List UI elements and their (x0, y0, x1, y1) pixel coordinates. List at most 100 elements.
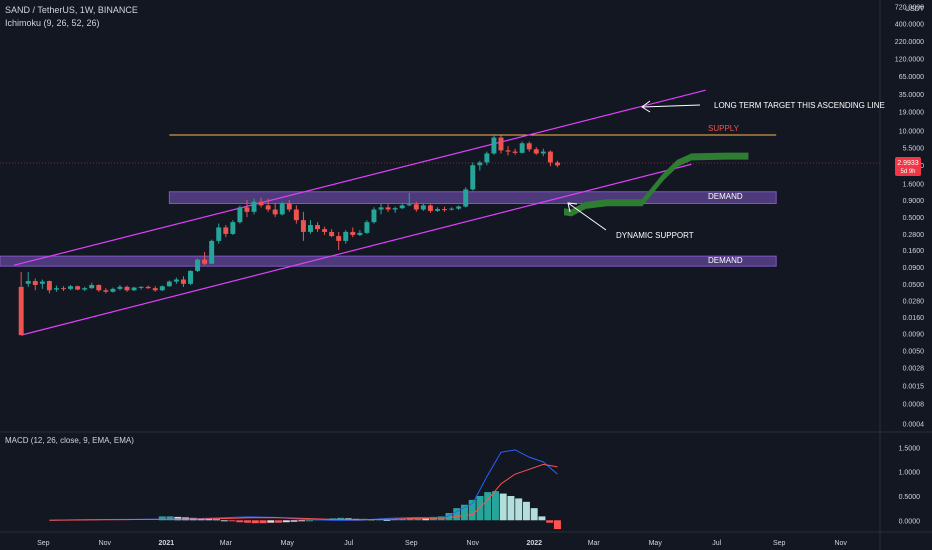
candle-body (68, 286, 74, 289)
target-arrow[interactable] (641, 100, 701, 113)
support-annotation[interactable]: DYNAMIC SUPPORT (616, 231, 694, 240)
time-tick: May (281, 540, 295, 547)
candle-body (166, 281, 172, 287)
candle-body (61, 288, 66, 290)
macd-histogram-bar (251, 520, 259, 524)
macd-histogram-bar (460, 504, 468, 521)
macd-histogram-bar (546, 520, 554, 523)
candle-body (251, 201, 257, 212)
candle-body (258, 201, 264, 206)
candle-body (371, 209, 377, 223)
candle-body (357, 232, 363, 235)
candle-body (152, 288, 158, 291)
candle-body (46, 281, 52, 291)
candle-body (53, 288, 59, 290)
candle-body (364, 222, 370, 233)
candle-body (378, 207, 384, 210)
candle-body (18, 286, 24, 336)
candle-body (477, 162, 483, 166)
candle-body (173, 279, 179, 282)
macd-histogram-bar (220, 520, 228, 522)
candle-body (435, 209, 440, 211)
candle-body (293, 209, 299, 221)
time-axis[interactable]: Sep Nov 2021 Mar May Jul Sep Nov 2022 Mar May Jul Se… (37, 540, 847, 547)
currency-label: USDT (905, 6, 925, 13)
price-tick: 120.0000 (895, 56, 924, 63)
candle-body (442, 209, 448, 211)
macd-legend[interactable]: MACD (12, 26, close, 9, EMA, EMA) (5, 436, 134, 445)
price-tick: 1.6000 (903, 181, 925, 188)
macd-histogram-bar (259, 520, 267, 524)
macd-histogram-bar (383, 519, 391, 521)
candle-body (350, 231, 356, 235)
price-tick: 65.0000 (899, 74, 924, 81)
symbol-title[interactable]: SAND / TetherUS, 1W, BINANCE (5, 5, 138, 15)
macd-histogram-bar (306, 520, 313, 522)
candle-body (322, 229, 328, 232)
macd-tick: 1.5000 (899, 445, 921, 452)
candle-body (209, 240, 215, 264)
time-tick: Nov (834, 540, 847, 547)
ichimoku-legend[interactable]: Ichimoku (9, 26, 52, 26) (5, 18, 100, 28)
candle-body (244, 207, 250, 212)
candle-body (456, 206, 462, 209)
candle-body (32, 281, 38, 285)
price-axis[interactable]: 720.0000 400.0000 220.0000 120.0000 65.0000 3… (895, 4, 924, 428)
candle-body (385, 207, 391, 210)
macd-tick: 1.0000 (899, 470, 921, 477)
candle-body (315, 225, 320, 230)
candle-body (427, 205, 433, 211)
last-price-badge (895, 157, 921, 176)
macd-histogram-bar (166, 516, 174, 521)
candle-body (96, 284, 102, 291)
candle-body (470, 165, 476, 190)
candle-body (413, 204, 419, 210)
macd-histogram-bar (406, 517, 414, 521)
support-arrow[interactable] (567, 202, 607, 231)
candle-body (272, 209, 278, 215)
time-tick: Jul (712, 540, 721, 547)
price-tick: 0.0004 (903, 422, 925, 429)
macd-histogram-bar (499, 493, 507, 521)
candle-body (329, 231, 335, 237)
macd-histogram-bar (468, 499, 476, 521)
zones-layer (0, 134, 777, 267)
demand-zone-1 (168, 191, 777, 205)
target-annotation[interactable]: LONG TERM TARGET THIS ASCENDING LINE (714, 101, 885, 110)
macd-histogram-bar (391, 519, 399, 521)
candle-body (195, 259, 201, 271)
macd-layer (49, 449, 561, 530)
macd-histogram-bar (244, 520, 252, 523)
channel-lower-line (21, 163, 692, 336)
macd-histogram-bar (553, 520, 561, 530)
time-tick: Sep (405, 540, 418, 547)
macd-histogram-bar (228, 520, 236, 522)
price-tick: 0.0280 (903, 299, 925, 306)
macd-histogram-bar (530, 508, 538, 521)
candle-body (505, 150, 511, 152)
candle-body (308, 225, 313, 232)
candle-body (336, 236, 342, 241)
candle-body (145, 286, 151, 289)
candle-body (547, 151, 553, 163)
candles-layer[interactable] (18, 135, 560, 336)
price-tick: 0.0050 (903, 349, 925, 356)
macd-histogram-bar (445, 513, 453, 521)
candle-body (484, 153, 490, 163)
demand-lower-label[interactable]: DEMAND (708, 256, 743, 265)
time-tick: Jul (344, 540, 353, 547)
price-tick: 0.2800 (903, 232, 925, 239)
macd-tick: 0.0000 (899, 518, 921, 525)
price-tick: 400.0000 (895, 21, 924, 28)
supply-label[interactable]: SUPPLY (708, 124, 740, 133)
candle-body (420, 205, 426, 210)
macd-histogram-bar (453, 508, 461, 521)
price-tick: 0.0015 (903, 383, 925, 390)
macd-axis[interactable]: 1.5000 1.0000 0.5000 0.0000 (899, 445, 921, 525)
macd-histogram-bar (491, 491, 499, 521)
bar-countdown: 5d 9h (900, 169, 915, 175)
candle-body (540, 151, 546, 154)
demand-upper-label[interactable]: DEMAND (708, 192, 743, 201)
